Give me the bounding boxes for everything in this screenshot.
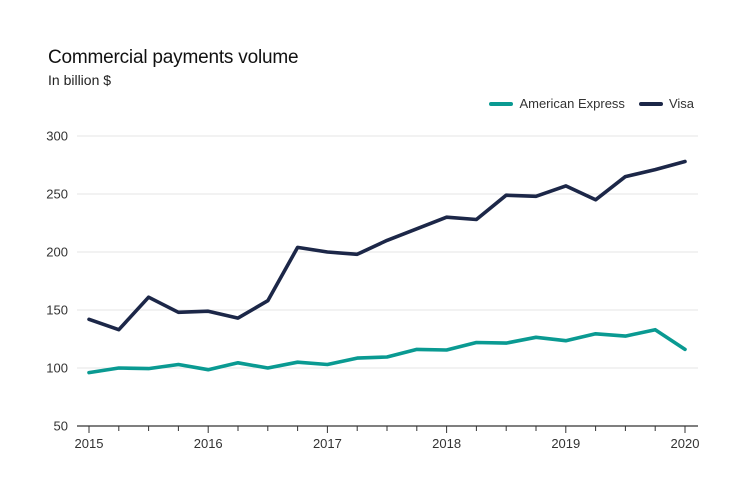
x-tick-label-2016: 2016 bbox=[194, 436, 223, 451]
x-tick-label-2018: 2018 bbox=[432, 436, 461, 451]
x-tick-label-2019: 2019 bbox=[551, 436, 580, 451]
series-line-visa bbox=[87, 159, 687, 332]
legend-label-american-express: American Express bbox=[519, 96, 625, 111]
chart-subtitle: In billion $ bbox=[48, 72, 112, 88]
y-tick-label-200: 200 bbox=[46, 245, 68, 260]
x-tick-label-2020: 2020 bbox=[671, 436, 700, 451]
y-tick-label-100: 100 bbox=[46, 361, 68, 376]
legend-item-american-express: American Express bbox=[489, 96, 625, 111]
legend-item-visa: Visa bbox=[638, 96, 694, 111]
series-line-american-express bbox=[87, 327, 687, 375]
y-tick-label-150: 150 bbox=[46, 303, 68, 318]
legend-swatch-visa bbox=[638, 101, 663, 106]
x-tick-label-2017: 2017 bbox=[313, 436, 342, 451]
y-tick-label-250: 250 bbox=[46, 187, 68, 202]
chart-title: Commercial payments volume bbox=[48, 47, 299, 68]
chart-legend: American Express Visa bbox=[489, 96, 694, 111]
legend-label-visa: Visa bbox=[668, 96, 694, 111]
x-tick-label-2015: 2015 bbox=[75, 436, 104, 451]
y-tick-label-50: 50 bbox=[54, 419, 68, 434]
y-tick-label-300: 300 bbox=[46, 129, 68, 144]
legend-swatch-american-express bbox=[489, 101, 514, 106]
